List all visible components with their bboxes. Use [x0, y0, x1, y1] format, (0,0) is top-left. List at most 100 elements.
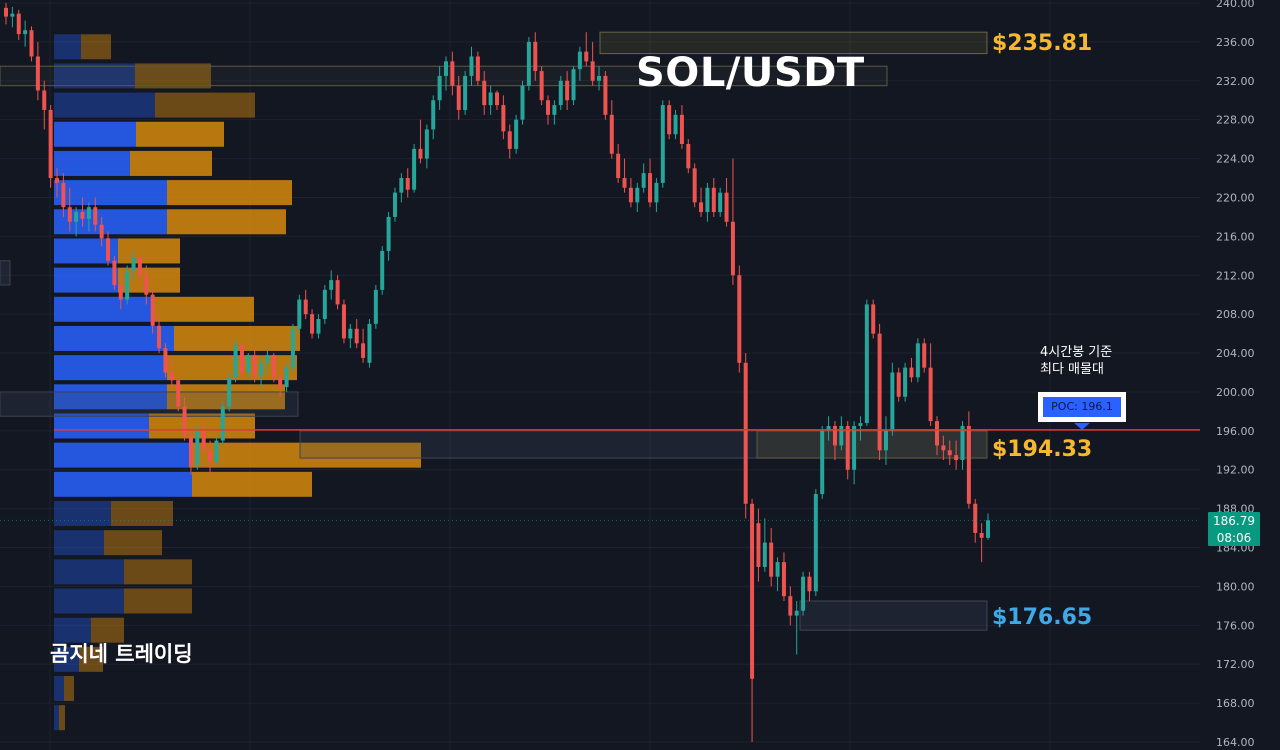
watermark-text: 곰지네 트레이딩 — [50, 642, 193, 666]
candle — [176, 377, 181, 412]
candle — [775, 557, 780, 592]
candle — [118, 275, 123, 310]
candle — [565, 71, 570, 110]
candle — [909, 357, 914, 383]
candle — [973, 498, 978, 543]
candle — [807, 571, 812, 602]
candle — [941, 435, 946, 461]
candle — [233, 338, 238, 383]
candle — [584, 32, 589, 67]
candle — [482, 71, 487, 115]
candle — [348, 323, 353, 349]
candle — [705, 182, 710, 222]
candle — [660, 100, 665, 188]
vp-buy-bar — [54, 500, 111, 526]
candle — [354, 319, 359, 349]
candle — [877, 323, 882, 461]
level-label-194: $194.33 — [992, 437, 1092, 462]
vp-buy-bar — [54, 617, 91, 643]
candle — [23, 20, 28, 47]
candle — [903, 362, 908, 402]
candle — [310, 309, 315, 339]
y-tick-label: 192.00 — [1216, 464, 1255, 477]
candle — [112, 255, 117, 290]
y-tick-label: 232.00 — [1216, 75, 1255, 88]
vp-buy-bar — [54, 296, 154, 322]
candle — [35, 41, 40, 101]
candle — [163, 343, 168, 378]
vp-sell-bar — [130, 150, 212, 176]
candle — [501, 95, 506, 140]
vp-sell-bar — [124, 559, 192, 585]
candle — [979, 523, 984, 563]
vp-buy-bar — [54, 559, 124, 585]
vp-buy-bar — [54, 209, 167, 235]
candle — [928, 343, 933, 426]
candle — [673, 109, 678, 140]
candle — [284, 362, 289, 392]
candle — [514, 114, 519, 154]
candle — [654, 178, 659, 213]
candle — [412, 143, 417, 193]
candle — [750, 498, 755, 742]
candle — [667, 100, 672, 140]
y-tick-label: 208.00 — [1216, 308, 1255, 321]
candle — [947, 440, 952, 465]
vp-buy-bar — [54, 676, 64, 702]
vp-buy-bar — [54, 63, 135, 89]
candle — [239, 343, 244, 378]
candle — [590, 41, 595, 86]
candle — [724, 178, 729, 227]
candle — [201, 421, 206, 456]
y-tick-label: 168.00 — [1216, 697, 1255, 710]
vp-buy-bar — [54, 355, 167, 381]
vp-buy-bar — [54, 267, 118, 293]
candle — [246, 353, 251, 378]
candle — [16, 9, 21, 40]
candle — [546, 95, 551, 125]
candle — [813, 489, 818, 597]
candle — [48, 105, 53, 188]
candle — [558, 75, 563, 110]
level-label-text: $235.81 — [992, 31, 1093, 56]
candle — [195, 425, 200, 470]
vp-buy-bar — [54, 34, 81, 60]
candle — [386, 212, 391, 261]
candle — [399, 173, 404, 203]
candle — [603, 71, 608, 120]
candle — [86, 202, 91, 232]
candle — [271, 353, 276, 383]
poc-label: POC: 196.1 — [1043, 397, 1121, 417]
candle — [405, 168, 410, 198]
candle — [316, 314, 321, 339]
price-axis[interactable]: 240.00 236.00 232.00 228.00 224.00 220.00 216.… — [1200, 0, 1280, 750]
current-price-value: 186.79 — [1213, 514, 1255, 528]
candle-countdown: 08:06 — [1216, 531, 1252, 545]
vp-sell-bar — [118, 238, 180, 264]
y-tick-label: 228.00 — [1216, 114, 1255, 127]
candle — [463, 71, 468, 115]
candle — [10, 6, 15, 28]
candle — [756, 508, 761, 582]
candle — [259, 357, 264, 388]
candle — [960, 421, 965, 470]
poc-label-box[interactable]: POC: 196.1 — [1038, 392, 1126, 422]
y-tick-label: 204.00 — [1216, 347, 1255, 360]
volume-profile — [0, 34, 888, 731]
vp-sell-bar — [91, 617, 124, 643]
candle — [443, 56, 448, 91]
candle — [265, 348, 270, 373]
vp-buy-bar — [54, 442, 189, 468]
candle — [67, 187, 72, 232]
candle — [711, 178, 716, 217]
vp-sell-bar — [189, 442, 421, 468]
candle — [169, 357, 174, 388]
vp-sell-bar — [81, 34, 111, 60]
candle — [794, 601, 799, 655]
candle — [526, 37, 531, 91]
candle — [456, 75, 461, 120]
candle — [303, 289, 308, 320]
candle — [278, 367, 283, 397]
level-label-235: $235.81 — [992, 31, 1092, 56]
